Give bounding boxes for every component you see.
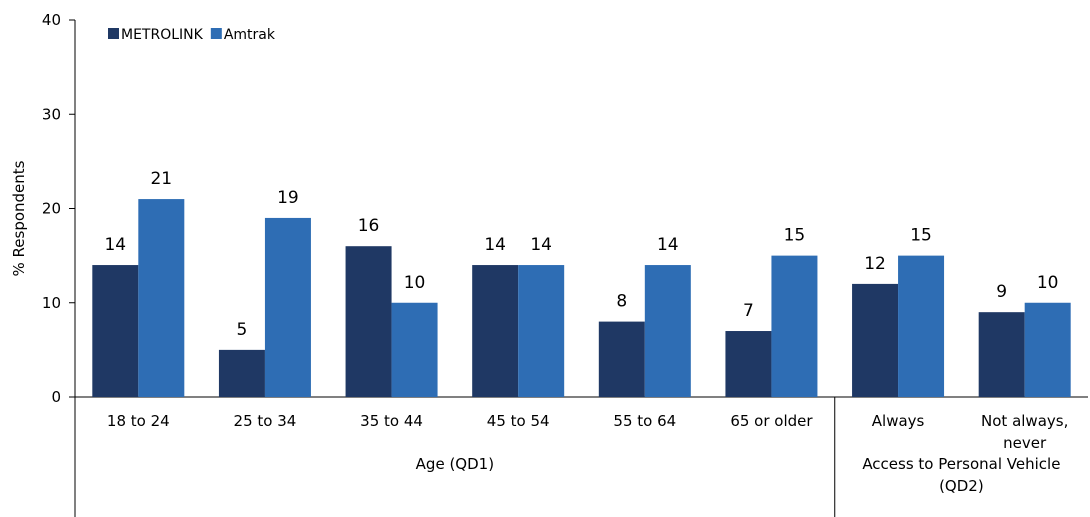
y-tick-label: 0 — [51, 388, 61, 406]
group-label: Access to Personal Vehicle — [862, 455, 1060, 473]
data-label: 14 — [530, 235, 552, 255]
bar-metrolink — [472, 265, 519, 397]
y-tick-label: 40 — [42, 11, 61, 29]
x-category-label: 45 to 54 — [487, 412, 550, 430]
y-tick-label: 10 — [42, 294, 61, 312]
data-label: 14 — [484, 235, 506, 255]
data-label: 16 — [358, 216, 380, 236]
bar-metrolink — [725, 331, 772, 397]
bar-amtrak — [644, 265, 691, 397]
bar-metrolink — [978, 312, 1025, 397]
data-label: 14 — [104, 235, 126, 255]
bar-amtrak — [898, 255, 945, 397]
bar-metrolink — [598, 321, 645, 397]
legend-swatch — [108, 28, 119, 39]
data-label: 19 — [277, 188, 299, 208]
axes: 0 10 20 30 40 18 to 24 25 to 34 35 to 44 45 to 5… — [42, 11, 1088, 517]
x-category-label: never — [1003, 434, 1047, 452]
group-label: Age (QD1) — [416, 455, 494, 473]
data-label: 15 — [910, 226, 932, 246]
bar-metrolink — [345, 246, 392, 397]
data-label: 9 — [996, 282, 1007, 302]
bar-amtrak — [391, 302, 438, 397]
legend-label: METROLINK — [121, 27, 204, 43]
legend-swatch — [210, 28, 222, 39]
data-label: 8 — [616, 292, 627, 312]
data-label: 14 — [657, 235, 679, 255]
data-label: 15 — [784, 226, 806, 246]
x-category-label: 55 to 64 — [613, 412, 676, 430]
group-label: (QD2) — [939, 477, 984, 495]
legend-label: Amtrak — [224, 27, 276, 43]
y-axis-title-group: % Respondents — [10, 160, 28, 276]
bar-amtrak — [1024, 302, 1071, 397]
data-label: 5 — [237, 320, 248, 340]
x-category-label: 35 to 44 — [360, 412, 423, 430]
bar-amtrak — [771, 255, 818, 397]
x-category-label: Always — [872, 412, 925, 430]
data-label: 12 — [864, 254, 886, 274]
legend: METROLINK Amtrak — [108, 27, 276, 43]
data-label: 7 — [743, 301, 754, 321]
data-label: 21 — [150, 169, 172, 189]
x-category-label: Not always, — [981, 412, 1068, 430]
bar-amtrak — [518, 265, 565, 397]
bar-amtrak — [138, 199, 185, 397]
bar-metrolink — [218, 349, 265, 397]
x-category-label: 18 to 24 — [107, 412, 170, 430]
y-tick-label: 20 — [42, 200, 61, 218]
y-axis-title: % Respondents — [10, 160, 28, 276]
bars — [92, 199, 1071, 397]
bar-metrolink — [92, 265, 139, 397]
data-labels: 14 5 16 14 8 7 12 9 21 19 10 14 14 15 15 10 — [104, 169, 1058, 340]
x-category-label: 25 to 34 — [234, 412, 297, 430]
bar-amtrak — [264, 217, 311, 397]
data-label: 10 — [404, 273, 426, 293]
x-category-label: 65 or older — [730, 412, 813, 430]
y-tick-label: 30 — [42, 105, 61, 123]
bar-metrolink — [852, 283, 899, 397]
data-label: 10 — [1037, 273, 1059, 293]
